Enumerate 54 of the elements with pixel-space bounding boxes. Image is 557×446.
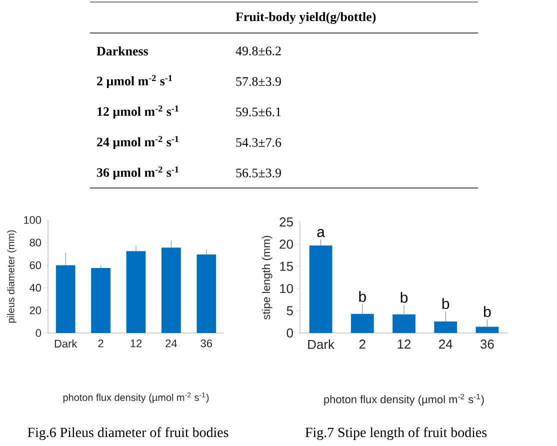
- x-tick-label: 2: [98, 340, 104, 348]
- category-label: 24 µmol m$^{-2}$ s$^{-1}$: [97, 136, 178, 150]
- bar: [91, 268, 110, 333]
- text: 54.3±7.6: [236, 138, 282, 147]
- bar: [476, 326, 499, 333]
- y-tick-label: 15: [280, 262, 293, 271]
- annotation: b: [484, 306, 491, 318]
- annotation: b: [442, 298, 450, 310]
- y-tick-label: 20: [30, 306, 42, 314]
- y-tick-label: 10: [280, 284, 293, 294]
- x-tick-label: 24: [439, 340, 452, 349]
- bar: [162, 248, 181, 333]
- bar: [350, 314, 374, 333]
- category-label: Darkness: [96, 46, 148, 56]
- annotation: a: [317, 228, 325, 238]
- bar: [56, 265, 76, 333]
- y-axis-title: pileus diameter (mm): [7, 230, 16, 323]
- text: 57.8±3.9: [236, 77, 281, 86]
- y-axis-title: stipe length (mm): [262, 236, 272, 320]
- x-tick-label: 36: [200, 340, 212, 348]
- bar: [196, 254, 216, 333]
- text: 56.5±3.9: [236, 168, 281, 178]
- annotation: b: [359, 290, 366, 302]
- bar: [434, 321, 458, 333]
- x-tick-label: Dark: [308, 340, 334, 350]
- x-tick-label: 24: [166, 340, 177, 348]
- y-tick-label: 100: [24, 216, 42, 224]
- y-tick-label: 20: [280, 240, 293, 249]
- text: Fruit-body yield(g/bottle): [236, 12, 376, 24]
- y-tick-label: 5: [286, 306, 293, 316]
- caption: Fig.7 Stipe length of fruit bodies: [305, 427, 487, 440]
- x-tick-label: Dark: [54, 340, 78, 348]
- category-label: 36 µmol m$^{-2}$ s$^{-1}$: [97, 166, 178, 180]
- y-tick-label: 25: [280, 217, 293, 227]
- caption: Fig.6 Pileus diameter of fruit bodies: [28, 427, 228, 440]
- text: 59.5±6.1: [236, 108, 281, 116]
- text: 49.8±6.2: [236, 46, 281, 56]
- category-label: 2 µmol m$^{-2}$ s$^{-1}$: [97, 74, 172, 88]
- annotation: b: [400, 292, 408, 303]
- y-tick-label: 60: [30, 261, 42, 270]
- bar: [392, 314, 416, 333]
- x-tick-label: 2: [359, 340, 366, 349]
- y-tick-label: 0: [286, 328, 293, 338]
- bar: [309, 246, 332, 333]
- y-tick-label: 80: [30, 238, 42, 246]
- y-tick-label: 0: [36, 329, 42, 337]
- x-axis-title: photon flux density (µmol m$^{-2}$ s$^{-1}$): [324, 394, 484, 406]
- y-tick-label: 40: [30, 284, 42, 292]
- bar: [126, 251, 146, 333]
- x-tick-label: 36: [480, 340, 494, 349]
- x-axis-title: photon flux density (µmol m$^{-2}$ s$^{-1}$): [63, 392, 209, 403]
- x-tick-label: 12: [130, 340, 142, 348]
- category-label: 12 µmol m$^{-2}$ s$^{-1}$: [98, 105, 178, 119]
- x-tick-label: 12: [398, 340, 411, 349]
